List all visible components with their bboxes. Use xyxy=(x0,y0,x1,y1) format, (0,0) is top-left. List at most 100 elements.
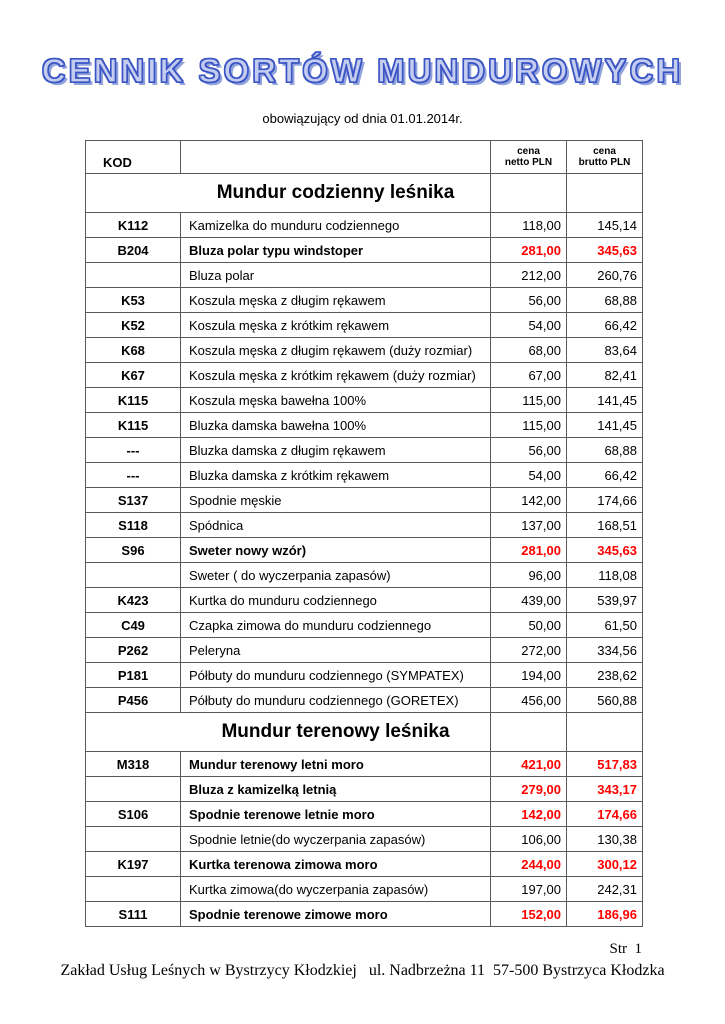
netto-cell: 50,00 xyxy=(490,612,567,638)
table-row: K68 Koszula męska z długim rękawem (duży … xyxy=(85,337,643,363)
kod-cell: K197 xyxy=(85,851,181,877)
brutto-cell: 66,42 xyxy=(566,462,643,488)
desc-cell: Kamizelka do munduru codziennego xyxy=(180,212,491,238)
table-row: K52 Koszula męska z krótkim rękawem 54,00 6… xyxy=(85,312,643,338)
section-title: Mundur terenowy leśnika xyxy=(85,712,491,752)
netto-cell: 142,00 xyxy=(490,487,567,513)
table-row: P456 Półbuty do munduru codziennego (GORE… xyxy=(85,687,643,713)
netto-cell: 197,00 xyxy=(490,876,567,902)
kod-cell: S118 xyxy=(85,512,181,538)
kod-cell: C49 xyxy=(85,612,181,638)
table-header-row: KOD cena netto PLN cena brutto PLN xyxy=(85,140,643,174)
empty-price-cell xyxy=(490,712,567,752)
desc-cell: Koszula męska z krótkim rękawem xyxy=(180,312,491,338)
empty-price-cell xyxy=(566,712,643,752)
brutto-cell: 334,56 xyxy=(566,637,643,663)
desc-cell: Półbuty do munduru codziennego (SYMPATEX… xyxy=(180,662,491,688)
table-row: K115 Koszula męska bawełna 100% 115,00 141,… xyxy=(85,387,643,413)
table-row: K423 Kurtka do munduru codziennego 439,00 5… xyxy=(85,587,643,613)
section-header-row: Mundur codzienny leśnika xyxy=(85,173,643,213)
kod-cell: S96 xyxy=(85,537,181,563)
brutto-cell: 345,63 xyxy=(566,237,643,263)
brutto-cell: 141,45 xyxy=(566,387,643,413)
brutto-cell: 238,62 xyxy=(566,662,643,688)
netto-cell: 439,00 xyxy=(490,587,567,613)
brutto-cell: 174,66 xyxy=(566,801,643,827)
price-table: KOD cena netto PLN cena brutto PLN Mundur … xyxy=(85,140,643,927)
desc-cell: Spodnie męskie xyxy=(180,487,491,513)
brutto-cell: 130,38 xyxy=(566,826,643,852)
netto-cell: 212,00 xyxy=(490,262,567,288)
desc-cell: Czapka zimowa do munduru codziennego xyxy=(180,612,491,638)
desc-cell: Koszula męska z długim rękawem xyxy=(180,287,491,313)
netto-cell: 421,00 xyxy=(490,751,567,777)
kod-cell: P181 xyxy=(85,662,181,688)
table-row: K197 Kurtka terenowa zimowa moro 244,00 300… xyxy=(85,851,643,877)
netto-cell: 106,00 xyxy=(490,826,567,852)
netto-cell: 115,00 xyxy=(490,387,567,413)
netto-cell: 272,00 xyxy=(490,637,567,663)
kod-cell xyxy=(85,562,181,588)
brutto-cell: 66,42 xyxy=(566,312,643,338)
desc-cell: Bluza z kamizelką letnią xyxy=(180,776,491,802)
kod-cell xyxy=(85,826,181,852)
desc-cell: Bluza polar typu windstoper xyxy=(180,237,491,263)
netto-cell: 118,00 xyxy=(490,212,567,238)
brutto-cell: 345,63 xyxy=(566,537,643,563)
table-row: S106 Spodnie terenowe letnie moro 142,00 17… xyxy=(85,801,643,827)
netto-cell: 137,00 xyxy=(490,512,567,538)
empty-price-cell xyxy=(490,173,567,213)
brutto-cell: 83,64 xyxy=(566,337,643,363)
table-row: Sweter ( do wyczerpania zapasów) 96,00 118… xyxy=(85,562,643,588)
netto-cell: 279,00 xyxy=(490,776,567,802)
table-row: P181 Półbuty do munduru codziennego (SYMP… xyxy=(85,662,643,688)
netto-cell: 68,00 xyxy=(490,337,567,363)
brutto-cell: 82,41 xyxy=(566,362,643,388)
footer-page-number: Str 1 xyxy=(609,941,642,957)
footer-address: Zakład Usług Leśnych w Bystrzycy Kłodzki… xyxy=(60,962,665,979)
desc-cell: Koszula męska bawełna 100% xyxy=(180,387,491,413)
table-row: S96 Sweter nowy wzór) 281,00 345,63 xyxy=(85,537,643,563)
brutto-header-line1: cena xyxy=(593,146,616,157)
kod-cell: K115 xyxy=(85,387,181,413)
table-row: M318 Mundur terenowy letni moro 421,00 517,… xyxy=(85,751,643,777)
brutto-cell: 517,83 xyxy=(566,751,643,777)
desc-cell: Spódnica xyxy=(180,512,491,538)
table-row: C49 Czapka zimowa do munduru codziennego 5… xyxy=(85,612,643,638)
kod-cell: K115 xyxy=(85,412,181,438)
desc-cell: Koszula męska z długim rękawem (duży roz… xyxy=(180,337,491,363)
netto-cell: 142,00 xyxy=(490,801,567,827)
desc-cell: Spodnie terenowe zimowe moro xyxy=(180,901,491,927)
table-row: B204 Bluza polar typu windstoper 281,00 345… xyxy=(85,237,643,263)
table-row: K115 Bluzka damska bawełna 100% 115,00 141,… xyxy=(85,412,643,438)
table-row: S111 Spodnie terenowe zimowe moro 152,00 18… xyxy=(85,901,643,927)
kod-cell: K67 xyxy=(85,362,181,388)
table-row: K112 Kamizelka do munduru codziennego 118,… xyxy=(85,212,643,238)
page-title: CENNIK SORTÓW MUNDUROWYCH xyxy=(41,51,684,89)
netto-cell: 281,00 xyxy=(490,237,567,263)
kod-cell: K68 xyxy=(85,337,181,363)
brutto-cell: 68,88 xyxy=(566,287,643,313)
kod-cell xyxy=(85,262,181,288)
kod-cell: P262 xyxy=(85,637,181,663)
kod-header: KOD xyxy=(85,140,181,174)
kod-cell: S106 xyxy=(85,801,181,827)
kod-cell xyxy=(85,876,181,902)
table-row: S118 Spódnica 137,00 168,51 xyxy=(85,512,643,538)
subtitle: obowiązujący od dnia 01.01.2014r. xyxy=(262,111,463,126)
section-title: Mundur codzienny leśnika xyxy=(85,173,491,213)
netto-cell: 456,00 xyxy=(490,687,567,713)
desc-cell: Spodnie letnie(do wyczerpania zapasów) xyxy=(180,826,491,852)
netto-header: cena netto PLN xyxy=(490,140,567,174)
table-row: --- Bluzka damska z długim rękawem 56,00 68… xyxy=(85,437,643,463)
brutto-header: cena brutto PLN xyxy=(566,140,643,174)
desc-cell: Koszula męska z krótkim rękawem (duży ro… xyxy=(180,362,491,388)
table-row: Kurtka zimowa(do wyczerpania zapasów) 197… xyxy=(85,876,643,902)
kod-cell: S111 xyxy=(85,901,181,927)
brutto-cell: 300,12 xyxy=(566,851,643,877)
brutto-cell: 168,51 xyxy=(566,512,643,538)
kod-cell xyxy=(85,776,181,802)
kod-cell: K423 xyxy=(85,587,181,613)
table-row: S137 Spodnie męskie 142,00 174,66 xyxy=(85,487,643,513)
brutto-cell: 61,50 xyxy=(566,612,643,638)
